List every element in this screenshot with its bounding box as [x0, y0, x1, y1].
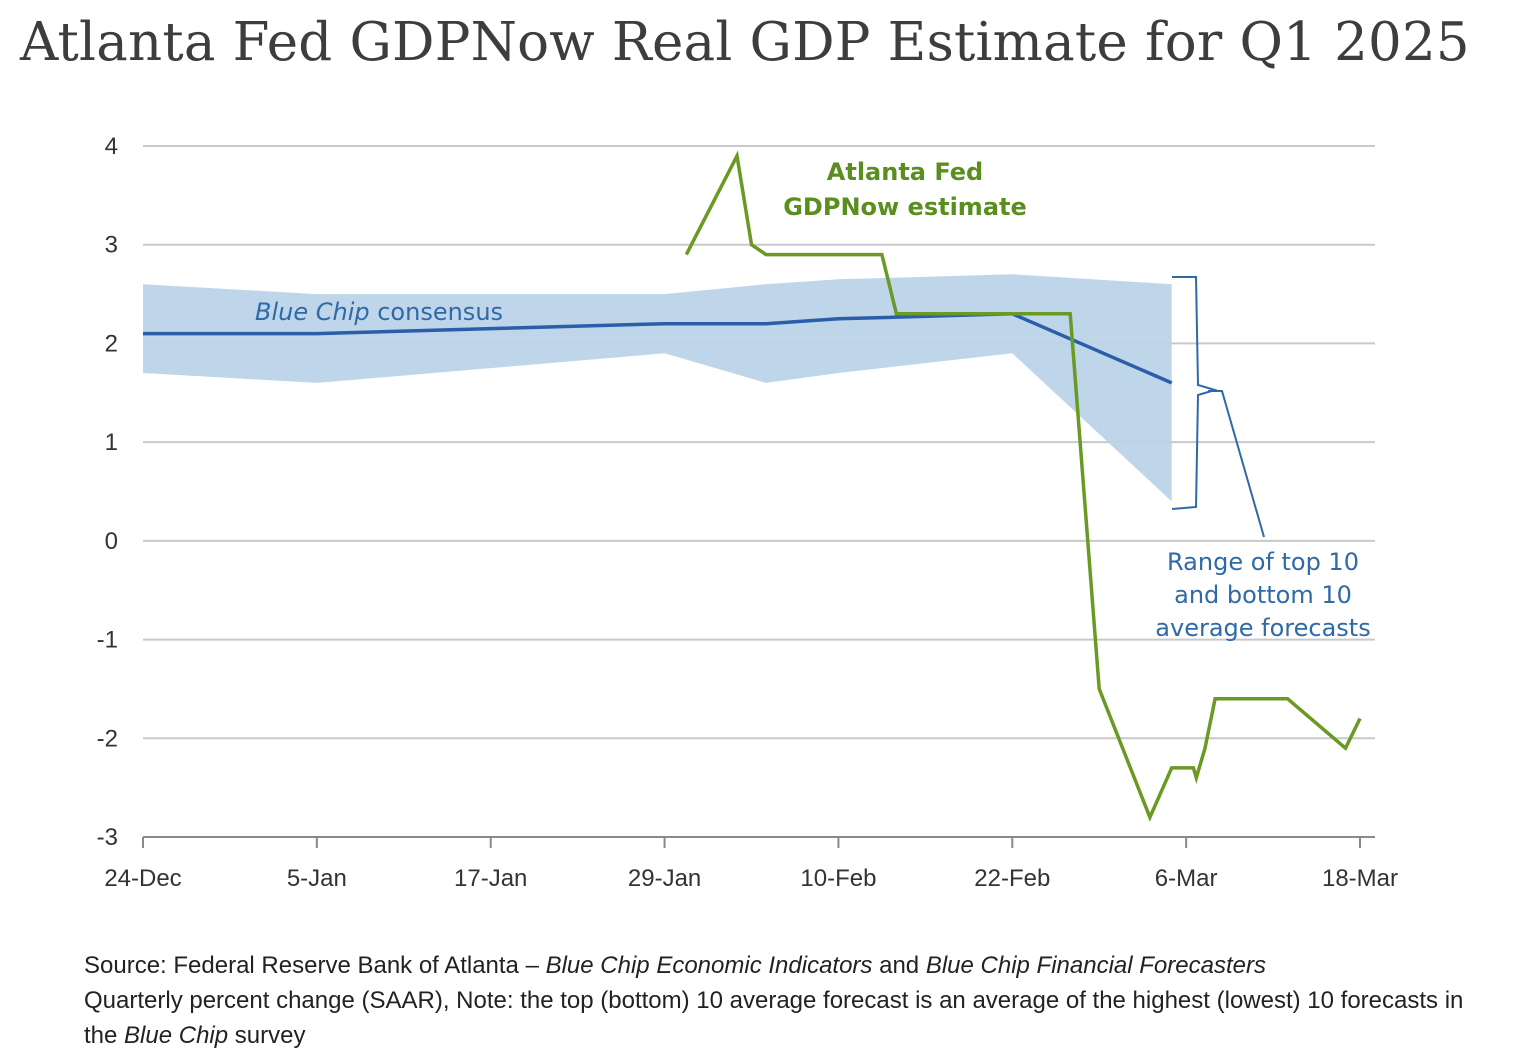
source-text: Source: Federal Reserve Bank of Atlanta …	[84, 952, 546, 979]
consensus-label-rest: consensus	[370, 298, 503, 326]
x-tick-label: 10-Feb	[800, 865, 876, 892]
range-brace	[1171, 276, 1219, 510]
consensus-label-italic: Blue Chip	[255, 298, 370, 326]
gridlines	[143, 145, 1375, 740]
annotations: Atlanta Fed GDPNow estimate Blue Chip co…	[255, 158, 1371, 642]
y-tick-label: -3	[97, 824, 118, 851]
source-publication-1: Blue Chip Economic Indicators	[545, 952, 873, 979]
source-line-3: the Blue Chip survey	[84, 1018, 1524, 1053]
range-label-line2: and bottom 10	[1174, 581, 1352, 609]
x-tick-label: 18-Mar	[1322, 865, 1398, 892]
y-tick-label: 0	[105, 528, 118, 555]
y-tick-label: -2	[97, 725, 118, 752]
source-conjunction: and	[872, 952, 926, 979]
source-survey-name: Blue Chip	[124, 1022, 229, 1049]
source-line-1: Source: Federal Reserve Bank of Atlanta …	[84, 948, 1524, 983]
gdpnow-label-line2: GDPNow estimate	[783, 193, 1027, 221]
x-tick-label: 5-Jan	[287, 865, 347, 892]
y-axis-ticks: 4 3 2 1 0 -1 -2 -3	[97, 133, 118, 851]
gdp-chart: 4 3 2 1 0 -1 -2 -3 24-Dec 5-Jan 17-Jan 29-Jan 10-Fe…	[97, 133, 1398, 892]
y-tick-label: 1	[105, 429, 118, 456]
page-title: Atlanta Fed GDPNow Real GDP Estimate for…	[20, 12, 1470, 73]
range-label-line1: Range of top 10	[1167, 548, 1359, 576]
source-text-c: survey	[228, 1022, 306, 1049]
x-tick-label: 6-Mar	[1155, 865, 1218, 892]
consensus-label: Blue Chip consensus	[255, 298, 503, 326]
y-tick-label: 2	[105, 330, 118, 357]
range-label-line3: average forecasts	[1155, 614, 1370, 642]
series-layer	[143, 150, 1362, 822]
x-tick-label: 17-Jan	[454, 865, 527, 892]
y-tick-label: -1	[97, 627, 118, 654]
x-tick-label: 29-Jan	[628, 865, 701, 892]
gdpnow-label-line1: Atlanta Fed	[827, 158, 983, 186]
x-tick-label: 22-Feb	[974, 865, 1050, 892]
source-text-a: the	[84, 1022, 125, 1049]
source-line-2: Quarterly percent change (SAAR), Note: t…	[84, 987, 1464, 1014]
source-publication-2: Blue Chip Financial Forecasters	[925, 952, 1266, 979]
source-note: Source: Federal Reserve Bank of Atlanta …	[84, 948, 1524, 1053]
range-leader-line	[1208, 390, 1265, 538]
x-axis: 24-Dec 5-Jan 17-Jan 29-Jan 10-Feb 22-Feb 6-Mar…	[104, 836, 1398, 892]
gdpnow-estimate-line	[684, 150, 1362, 822]
y-tick-label: 4	[105, 133, 118, 160]
x-tick-label: 24-Dec	[104, 865, 181, 892]
y-tick-label: 3	[105, 232, 118, 259]
